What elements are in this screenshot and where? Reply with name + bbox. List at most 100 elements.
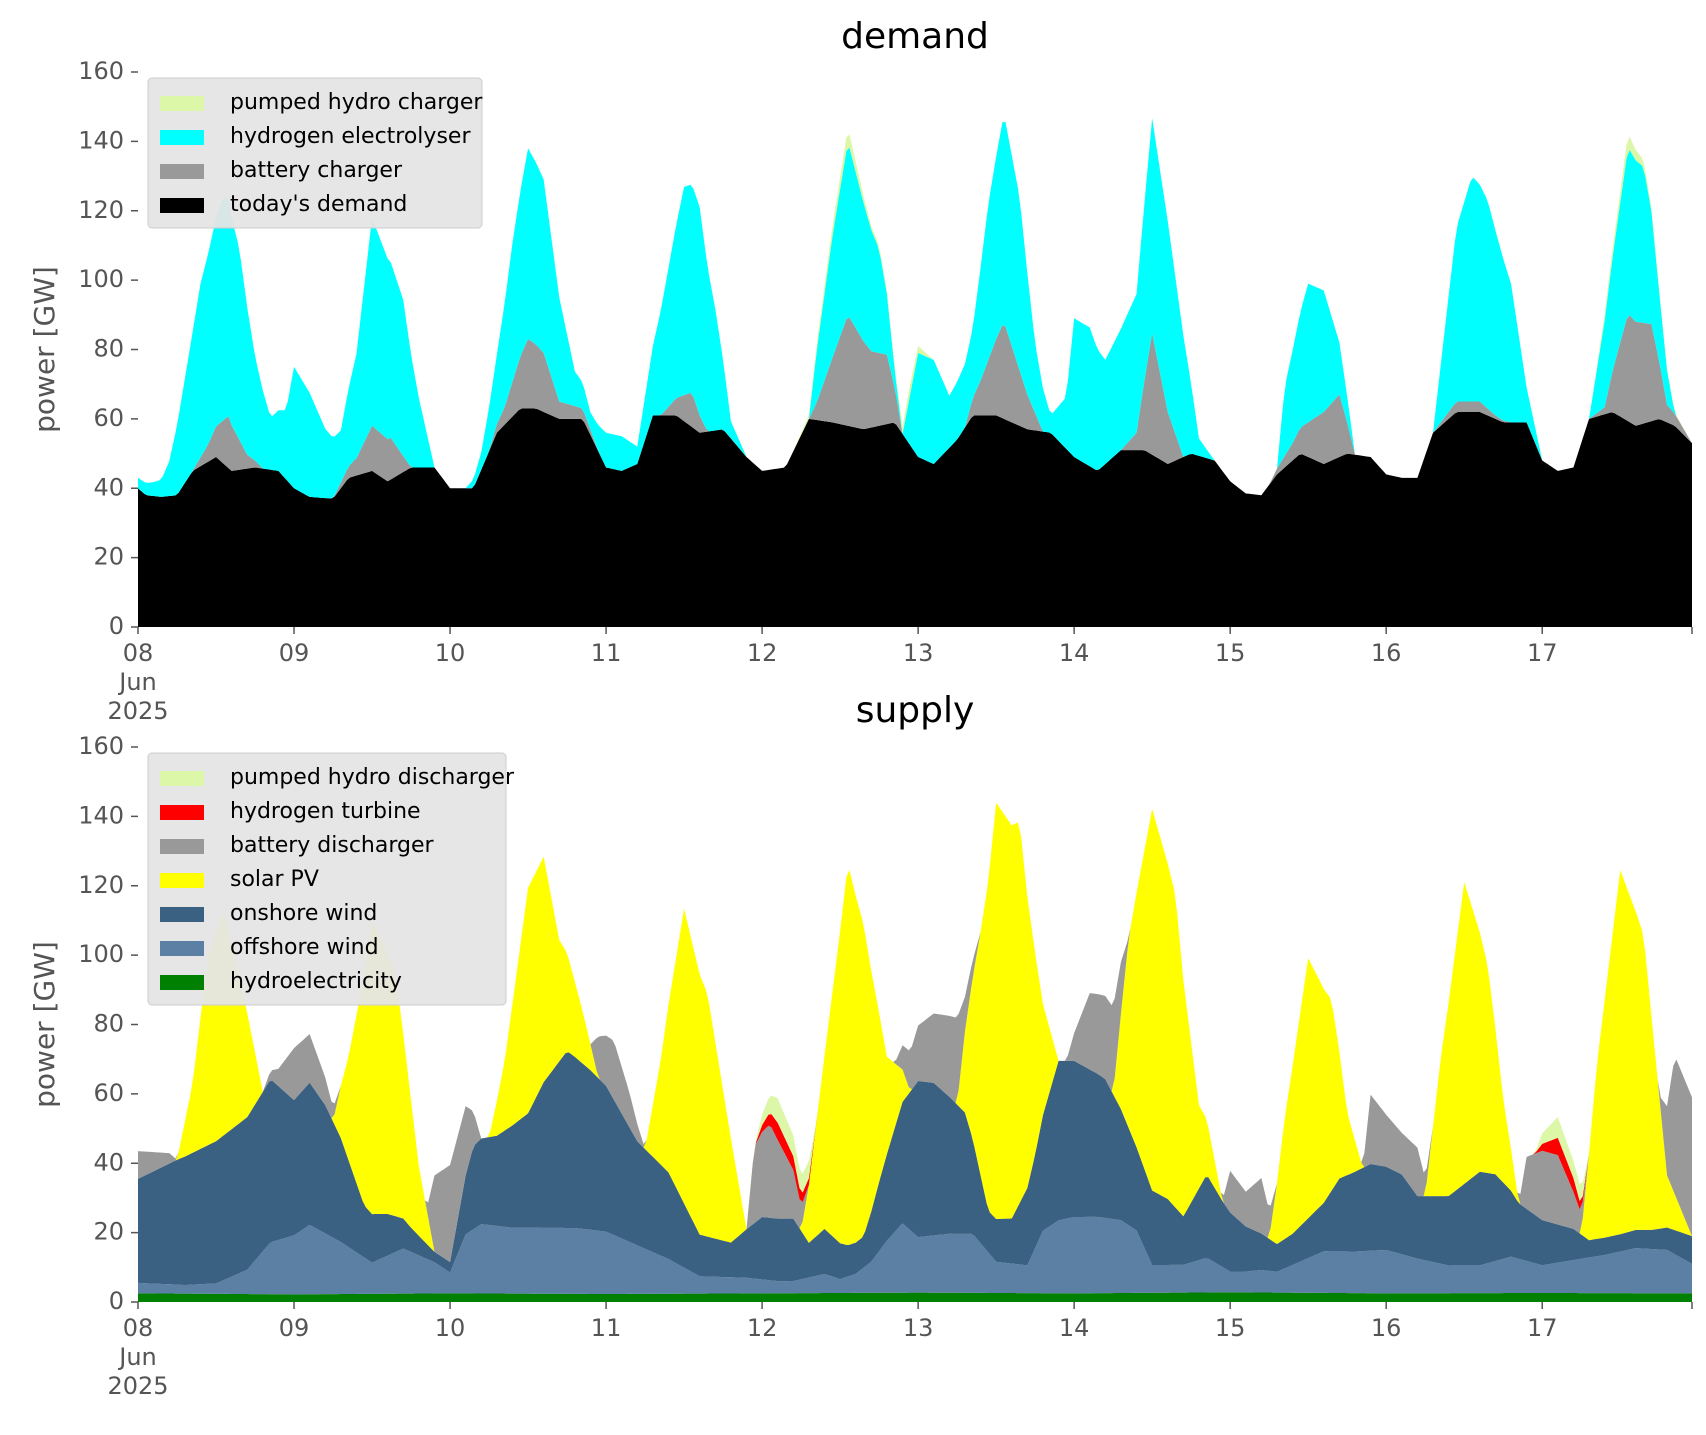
y-tick-label: 80 [93,335,124,363]
chart-title: demand [841,16,989,57]
x-tick-label: 10 [435,639,466,667]
area-hydrogen-electrolyser [138,118,1692,499]
y-tick-label: 20 [93,1218,124,1246]
area-today-s-demand [138,408,1692,627]
y-tick-label: 140 [78,801,124,829]
x-tick-label: 08 [123,1314,154,1342]
y-tick-label: 60 [93,404,124,432]
legend-swatch [160,975,204,990]
y-tick-label: 80 [93,1010,124,1038]
legend-swatch [160,96,204,111]
x-tick-label: 12 [747,639,778,667]
legend-swatch [160,771,204,786]
x-tick-label: 10 [435,1314,466,1342]
y-tick-label: 100 [78,940,124,968]
chart-title: supply [856,690,975,731]
y-axis: 0 20 40 60 80 100 120 140 160 [78,732,138,1315]
x-tick-label: 17 [1527,639,1558,667]
legend-item-hydroelectricity: hydroelectricity [160,969,402,994]
y-tick-label: 100 [78,265,124,293]
y-tick-label: 120 [78,196,124,224]
x-tick-label: 16 [1371,639,1402,667]
x-tick-label: 15 [1215,639,1246,667]
x-tick-label: 2025 [107,697,168,725]
legend-swatch [160,941,204,956]
y-tick-label: 20 [93,543,124,571]
y-tick-label: 0 [109,612,124,640]
x-tick-label: 09 [279,639,310,667]
stacked-areas [138,802,1692,1302]
legend-item-battery-discharger: battery discharger [160,833,435,858]
x-tick-label: 13 [903,1314,934,1342]
y-axis: 0 20 40 60 80 100 120 140 160 [78,57,138,640]
legend-label: pumped hydro discharger [230,765,515,790]
legend-label: offshore wind [230,935,379,960]
legend-label: pumped hydro charger [230,90,483,115]
legend-swatch [160,164,204,179]
legend-label: onshore wind [230,901,377,926]
legend-item-offshore-wind: offshore wind [160,935,379,960]
legend-item-today-s-demand: today's demand [160,192,407,217]
legend-item-hydrogen-electrolyser: hydrogen electrolyser [160,124,471,149]
legend-item-onshore-wind: onshore wind [160,901,377,926]
supply-panel: supply power [GW] 0 20 40 60 80 100 120 140 160 08J… [28,690,1693,1400]
y-tick-label: 40 [93,473,124,501]
x-tick-label: Jun [117,668,157,696]
y-axis-label: power [GW] [28,941,61,1108]
legend-swatch [160,805,204,820]
y-axis-label: power [GW] [28,266,61,433]
x-tick-label: 14 [1059,1314,1090,1342]
legend-label: today's demand [230,192,407,217]
x-tick-label: 2025 [107,1372,168,1400]
y-tick-label: 120 [78,871,124,899]
legend: pumped hydro discharger hydrogen turbine b… [147,752,515,1006]
x-tick-label: 17 [1527,1314,1558,1342]
legend-label: hydrogen turbine [230,799,421,824]
x-tick-label: 14 [1059,639,1090,667]
area-onshore-wind [138,1052,1692,1285]
x-tick-label: 11 [591,1314,622,1342]
x-tick-label: 11 [591,639,622,667]
legend-label: hydroelectricity [230,969,402,994]
x-tick-label: 09 [279,1314,310,1342]
y-tick-label: 40 [93,1148,124,1176]
legend-swatch [160,839,204,854]
legend-item-battery-charger: battery charger [160,158,403,183]
x-tick-label: 16 [1371,1314,1402,1342]
legend-swatch [160,198,204,213]
x-tick-label: Jun [117,1343,157,1371]
legend-label: solar PV [230,867,319,892]
x-tick-label: 08 [123,639,154,667]
legend-box [147,752,507,1006]
y-tick-label: 160 [78,732,124,760]
legend-swatch [160,873,204,888]
x-tick-label: 12 [747,1314,778,1342]
x-tick-label: 15 [1215,1314,1246,1342]
legend-item-solar-pv: solar PV [160,867,319,892]
y-tick-label: 60 [93,1079,124,1107]
legend-item-hydrogen-turbine: hydrogen turbine [160,799,421,824]
area-offshore-wind [138,1216,1692,1295]
legend-label: hydrogen electrolyser [230,124,471,149]
legend-label: battery charger [230,158,403,183]
area-hydroelectricity [138,1292,1692,1302]
stacked-areas [138,118,1692,627]
y-tick-label: 160 [78,57,124,85]
legend: pumped hydro charger hydrogen electrolyse… [147,77,483,229]
area-battery-charger [138,315,1692,499]
legend-swatch [160,130,204,145]
legend-swatch [160,907,204,922]
area-solar-pv [138,802,1692,1263]
legend-label: battery discharger [230,833,435,858]
x-tick-label: 13 [903,639,934,667]
legend-box [147,77,483,229]
y-tick-label: 0 [109,1287,124,1315]
y-tick-label: 140 [78,126,124,154]
legend-item-pumped-hydro-discharger: pumped hydro discharger [160,765,515,790]
legend-item-pumped-hydro-charger: pumped hydro charger [160,90,483,115]
demand-panel: demand power [GW] 0 20 40 60 80 100 120 140 160 08J… [28,16,1693,725]
